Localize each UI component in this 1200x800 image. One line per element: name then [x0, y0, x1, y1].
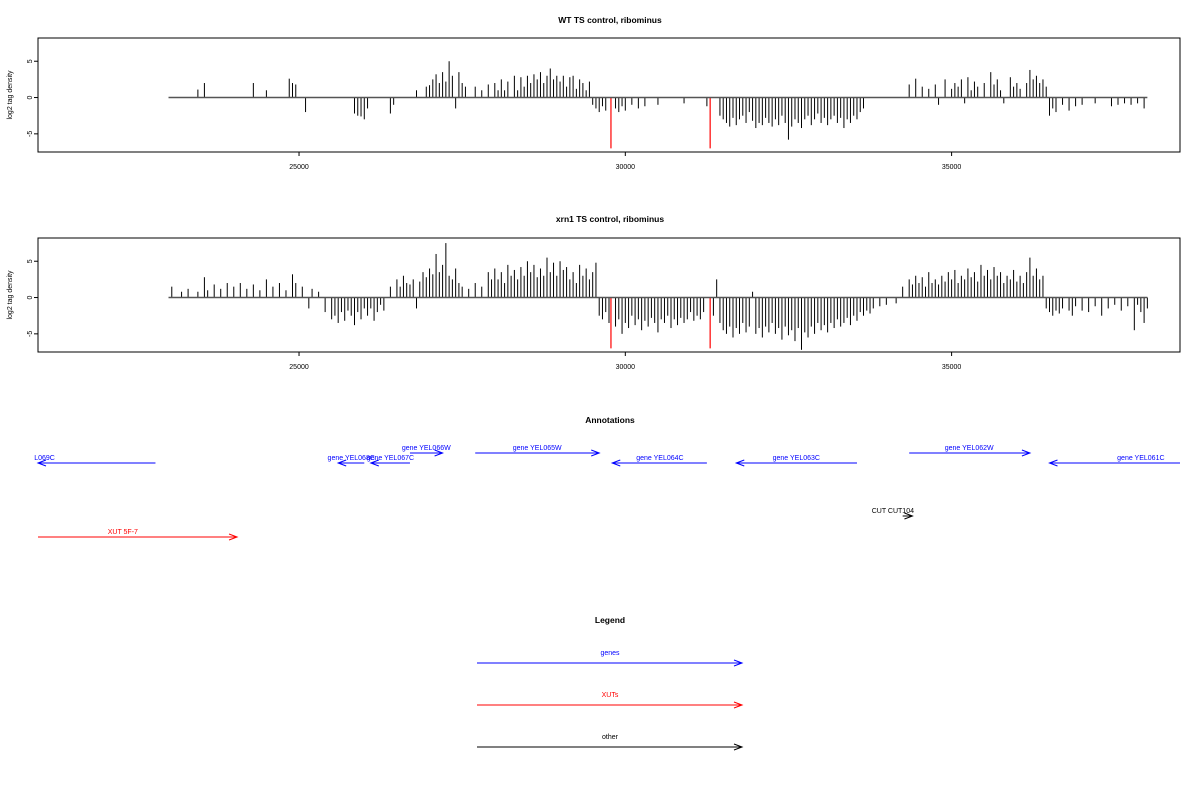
feature-label: gene YEL068C	[328, 455, 375, 462]
xrn1-y-tick-label: 0	[27, 295, 34, 299]
wt-y-axis-label: log2 tag density	[7, 70, 14, 120]
feature-label: gene YEL065W	[513, 445, 562, 452]
feature-arrowhead	[1021, 449, 1032, 457]
legend-items: genes XUTs other	[477, 650, 744, 751]
feature-label: gene YEL061C	[1117, 455, 1164, 462]
wt-x-tick-label: 35000	[942, 164, 962, 171]
feature-arrowhead	[591, 449, 601, 457]
feature-label: gene YEL064C	[636, 455, 683, 462]
xrn1-track-panel: xrn1 TS control, ribominus log2 tag dens…	[7, 214, 1181, 371]
legend-label: genes	[600, 650, 620, 657]
wt-plot-frame	[37, 37, 1181, 153]
xrn1-y-tick-label: 5	[27, 259, 34, 263]
feature-label: gene YEL066W	[402, 445, 451, 452]
xrn1-x-axis: 25000 30000 35000	[289, 352, 961, 371]
feature-label: gene YEL062W	[945, 445, 994, 452]
legend-panel: Legend genes XUTs other	[477, 615, 744, 751]
legend-label: XUTs	[602, 692, 619, 699]
wt-x-axis: 25000 30000 35000	[289, 152, 961, 171]
xrn1-y-axis: -5 0 5	[27, 259, 38, 337]
feature-arrowhead	[228, 533, 239, 541]
wt-track-title: WT TS control, ribominus	[558, 15, 662, 25]
legend-arrowhead	[733, 701, 744, 709]
feature-arrowhead	[434, 449, 445, 457]
feature-arrowhead	[336, 459, 347, 467]
wt-y-tick-label: 0	[27, 95, 34, 99]
wt-track-panel: WT TS control, ribominus log2 tag densit…	[7, 15, 1181, 171]
xrn1-x-tick-label: 25000	[289, 364, 309, 371]
legend-arrowhead	[733, 659, 744, 667]
wt-y-tick-label: 5	[27, 59, 34, 63]
feature-label: gene YEL067C	[367, 455, 414, 462]
wt-x-tick-label: 30000	[616, 164, 636, 171]
feature-label: XUT 5F-7	[108, 529, 138, 536]
xrn1-x-tick-label: 30000	[616, 364, 636, 371]
xrn1-y-tick-label: -5	[27, 331, 34, 337]
wt-bars	[168, 61, 1148, 149]
feature-label: CUT CUT104	[872, 508, 914, 515]
xrn1-y-axis-label: log2 tag density	[7, 270, 14, 320]
wt-y-tick-label: -5	[27, 131, 34, 137]
legend-label: other	[602, 734, 619, 741]
legend-title: Legend	[595, 615, 625, 625]
feature-arrowhead	[610, 459, 621, 467]
xrn1-bars	[168, 243, 1148, 350]
xrn1-track-title: xrn1 TS control, ribominus	[556, 214, 664, 224]
feature-label: gene YEL063C	[773, 455, 820, 462]
feature-label: L069C	[34, 455, 55, 462]
wt-y-axis: -5 0 5	[27, 59, 38, 137]
legend-arrowhead	[733, 743, 744, 751]
xrn1-x-tick-label: 35000	[942, 364, 962, 371]
feature-arrowhead	[369, 459, 379, 467]
feature-arrowhead	[904, 512, 914, 520]
wt-x-tick-label: 25000	[289, 164, 309, 171]
annotations-title: Annotations	[585, 415, 635, 425]
feature-arrowhead	[734, 459, 745, 467]
feature-arrowhead	[36, 459, 47, 467]
feature-arrowhead	[1048, 459, 1058, 467]
xrn1-plot-frame	[37, 237, 1181, 353]
